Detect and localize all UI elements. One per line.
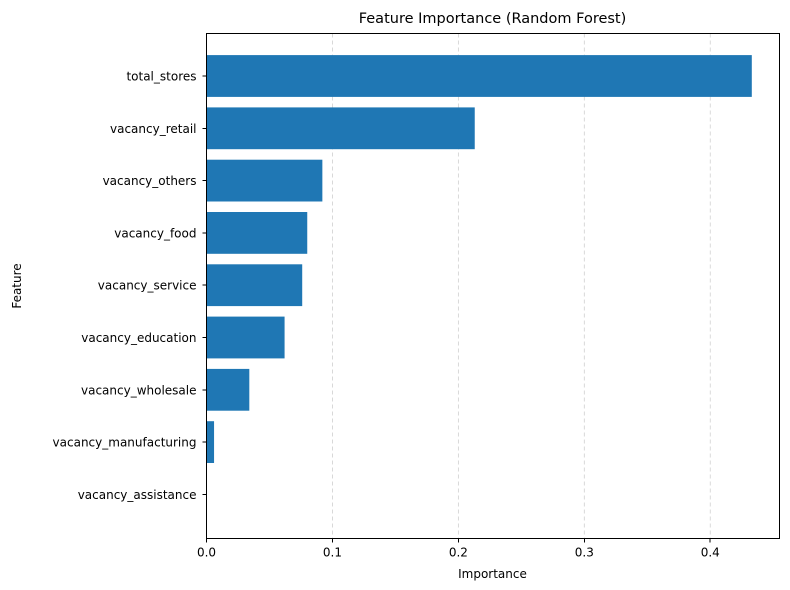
axes <box>206 33 780 539</box>
y-tick-label: vacancy_assistance <box>78 488 197 502</box>
bar-vacancy-service <box>206 264 303 307</box>
x-tick-label: 0.2 <box>449 546 468 560</box>
y-tick-label: vacancy_education <box>81 331 196 345</box>
x-axis-title: Importance <box>458 567 527 581</box>
bar-vacancy-others <box>206 159 323 202</box>
y-tick-label: vacancy_manufacturing <box>53 436 197 450</box>
y-tick-label: vacancy_retail <box>110 122 197 136</box>
bar-vacancy-manufacturing <box>206 421 215 463</box>
bar-vacancy-education <box>206 316 285 359</box>
bar-vacancy-food <box>206 212 308 254</box>
x-tick-label: 0.1 <box>323 546 342 560</box>
x-tick-label: 0.4 <box>701 546 720 560</box>
x-tick-label: 0.0 <box>197 546 216 560</box>
y-axis-ticks: total_stores vacancy_retail vacancy_others… <box>53 70 207 502</box>
bar-total-stores <box>206 55 752 97</box>
chart-title: Feature Importance (Random Forest) <box>359 11 627 27</box>
x-axis-ticks: 0.0 0.1 0.2 0.3 0.4 <box>197 538 720 560</box>
bars <box>206 55 752 463</box>
y-tick-label: vacancy_wholesale <box>81 383 197 397</box>
x-tick-label: 0.3 <box>575 546 594 560</box>
y-tick-label: vacancy_service <box>98 279 197 293</box>
bar-vacancy-wholesale <box>206 368 250 411</box>
plot-frame <box>206 33 780 539</box>
y-tick-label: total_stores <box>126 70 196 84</box>
y-tick-label: vacancy_others <box>103 174 197 188</box>
bar-vacancy-retail <box>206 107 475 150</box>
y-axis-title: Feature <box>10 263 24 308</box>
y-tick-label: vacancy_food <box>114 226 196 240</box>
